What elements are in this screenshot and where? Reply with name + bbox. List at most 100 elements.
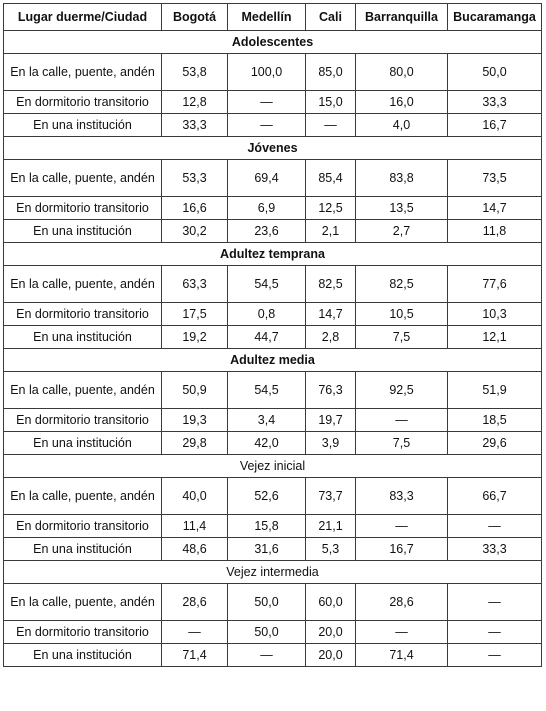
value-cell: 92,5 <box>355 371 448 409</box>
value-cell: 40,0 <box>161 477 228 515</box>
value-cell: 54,5 <box>227 371 306 409</box>
header-cell-bucaramanga: Bucaramanga <box>447 3 542 31</box>
value-cell: 14,7 <box>305 302 356 326</box>
row-label: En dormitorio transitorio <box>3 620 162 644</box>
value-cell: 77,6 <box>447 265 542 303</box>
group-header-row: Adolescentes <box>3 30 542 54</box>
table-row: En una institución 29,8 42,0 3,9 7,5 29,6 <box>3 431 542 455</box>
value-cell: 20,0 <box>305 643 356 667</box>
value-cell: 28,6 <box>355 583 448 621</box>
value-cell: — <box>161 620 228 644</box>
row-label: En una institución <box>3 113 162 137</box>
group-header-row: Vejez intermedia <box>3 560 542 584</box>
row-label: En una institución <box>3 219 162 243</box>
value-cell: 71,4 <box>161 643 228 667</box>
row-label: En una institución <box>3 325 162 349</box>
value-cell: 0,8 <box>227 302 306 326</box>
value-cell: 28,6 <box>161 583 228 621</box>
value-cell: — <box>227 113 306 137</box>
value-cell: 50,9 <box>161 371 228 409</box>
table-row: En una institución 19,2 44,7 2,8 7,5 12,1 <box>3 325 542 349</box>
value-cell: 69,4 <box>227 159 306 197</box>
row-label: En dormitorio transitorio <box>3 302 162 326</box>
header-cell-place: Lugar duerme/Ciudad <box>3 3 162 31</box>
group-title: Adolescentes <box>3 30 542 54</box>
value-cell: 29,6 <box>447 431 542 455</box>
value-cell: 19,7 <box>305 408 356 432</box>
value-cell: 2,7 <box>355 219 448 243</box>
table-row: En dormitorio transitorio 11,4 15,8 21,1— — <box>3 514 542 538</box>
data-table: Lugar duerme/Ciudad Bogotá Medellín Cali… <box>3 3 542 667</box>
value-cell: 50,0 <box>227 620 306 644</box>
value-cell: 33,3 <box>447 537 542 561</box>
value-cell: 29,8 <box>161 431 228 455</box>
value-cell: 33,3 <box>447 90 542 114</box>
header-cell-barranquilla: Barranquilla <box>355 3 448 31</box>
value-cell: 51,9 <box>447 371 542 409</box>
row-label: En la calle, puente, andén <box>3 265 162 303</box>
value-cell: 30,2 <box>161 219 228 243</box>
value-cell: 15,8 <box>227 514 306 538</box>
value-cell: 5,3 <box>305 537 356 561</box>
value-cell: — <box>355 620 448 644</box>
row-label: En una institución <box>3 643 162 667</box>
row-label: En la calle, puente, andén <box>3 159 162 197</box>
value-cell: — <box>227 90 306 114</box>
value-cell: 83,3 <box>355 477 448 515</box>
value-cell: 11,4 <box>161 514 228 538</box>
value-cell: 33,3 <box>161 113 228 137</box>
table-row: En la calle, puente, andén 53,3 69,4 85,4 83… <box>3 159 542 197</box>
value-cell: 50,0 <box>227 583 306 621</box>
table-row: En la calle, puente, andén 28,6 50,0 60,0 28… <box>3 583 542 621</box>
value-cell: 10,3 <box>447 302 542 326</box>
value-cell: 63,3 <box>161 265 228 303</box>
value-cell: 53,3 <box>161 159 228 197</box>
value-cell: 14,7 <box>447 196 542 220</box>
group-title: Adultez media <box>3 348 542 372</box>
value-cell: 16,7 <box>355 537 448 561</box>
value-cell: 3,4 <box>227 408 306 432</box>
row-label: En dormitorio transitorio <box>3 514 162 538</box>
value-cell: — <box>305 113 356 137</box>
table-row: En dormitorio transitorio 12,8—15,0 16,0 33… <box>3 90 542 114</box>
table-row: En dormitorio transitorio 17,5 0,8 14,7 10,5… <box>3 302 542 326</box>
value-cell: 18,5 <box>447 408 542 432</box>
value-cell: 21,1 <box>305 514 356 538</box>
table-row: En una institución 33,3— —4,0 16,7 <box>3 113 542 137</box>
value-cell: 19,3 <box>161 408 228 432</box>
value-cell: — <box>447 583 542 621</box>
group-header-row: Adultez temprana <box>3 242 542 266</box>
value-cell: 71,4 <box>355 643 448 667</box>
header-cell-cali: Cali <box>305 3 356 31</box>
value-cell: — <box>355 408 448 432</box>
value-cell: 3,9 <box>305 431 356 455</box>
value-cell: 6,9 <box>227 196 306 220</box>
value-cell: 7,5 <box>355 431 448 455</box>
value-cell: 16,6 <box>161 196 228 220</box>
table-row: En dormitorio transitorio 16,6 6,9 12,5 13,5… <box>3 196 542 220</box>
value-cell: 2,1 <box>305 219 356 243</box>
value-cell: — <box>447 643 542 667</box>
value-cell: 12,1 <box>447 325 542 349</box>
row-label: En una institución <box>3 537 162 561</box>
table-container: Lugar duerme/Ciudad Bogotá Medellín Cali… <box>3 3 542 667</box>
table-row: En una institución 30,2 23,6 2,1 2,7 11,8 <box>3 219 542 243</box>
table-body: Adolescentes En la calle, puente, andén 53… <box>3 30 542 667</box>
value-cell: 83,8 <box>355 159 448 197</box>
row-label: En dormitorio transitorio <box>3 90 162 114</box>
value-cell: 53,8 <box>161 53 228 91</box>
value-cell: 13,5 <box>355 196 448 220</box>
header-cell-medellin: Medellín <box>227 3 306 31</box>
value-cell: 31,6 <box>227 537 306 561</box>
value-cell: 85,4 <box>305 159 356 197</box>
header-row: Lugar duerme/Ciudad Bogotá Medellín Cali… <box>3 3 542 31</box>
value-cell: — <box>355 514 448 538</box>
value-cell: 82,5 <box>305 265 356 303</box>
table-row: En la calle, puente, andén 50,9 54,5 76,3 92… <box>3 371 542 409</box>
value-cell: 19,2 <box>161 325 228 349</box>
value-cell: 52,6 <box>227 477 306 515</box>
value-cell: 20,0 <box>305 620 356 644</box>
value-cell: 73,5 <box>447 159 542 197</box>
table-row: En una institución 48,6 31,6 5,3 16,7 33,3 <box>3 537 542 561</box>
value-cell: 50,0 <box>447 53 542 91</box>
